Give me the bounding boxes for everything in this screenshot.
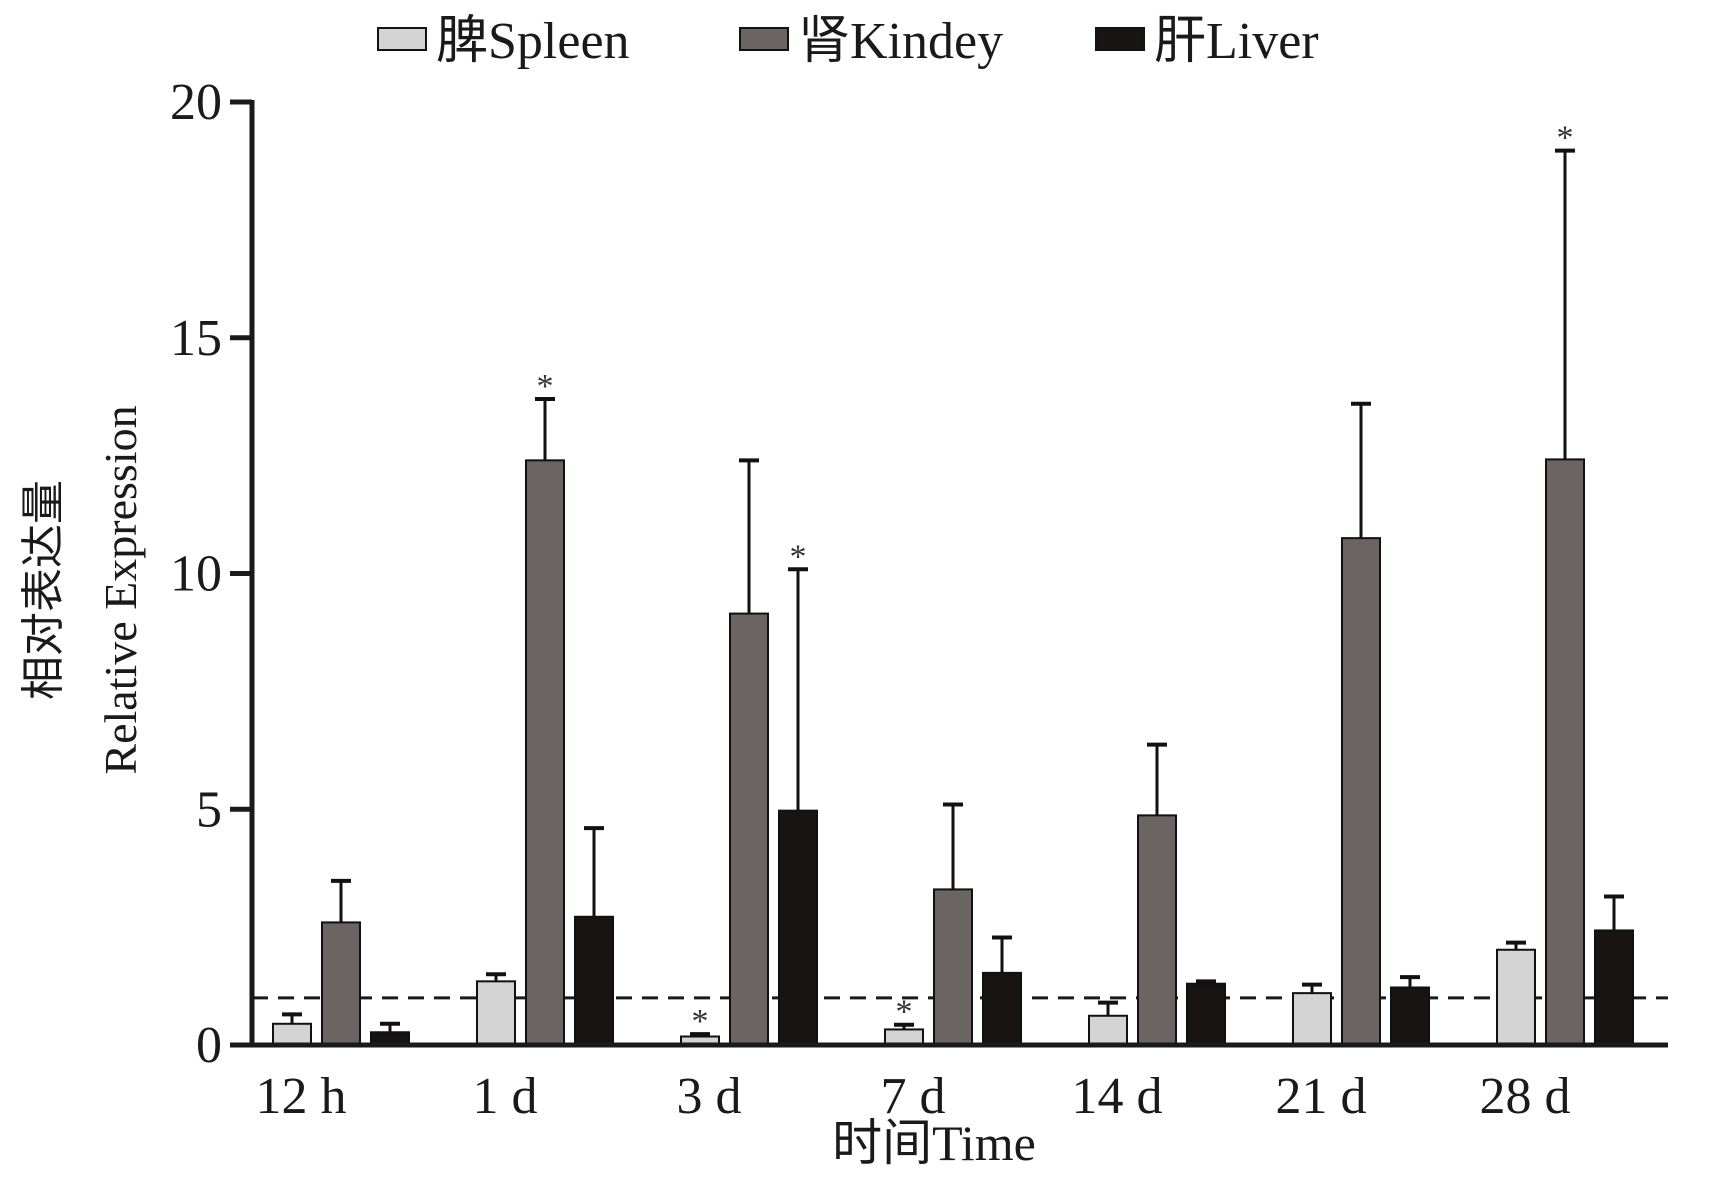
bar-spleen	[1496, 948, 1536, 1047]
y-tick-label: 5	[196, 781, 222, 838]
bar-kidney	[729, 612, 769, 1046]
y-tick-label: 10	[170, 546, 222, 603]
legend-label: 肝Liver	[1154, 13, 1319, 70]
x-tick-label: 3 d	[677, 1068, 742, 1125]
y-tick-label: 15	[170, 310, 222, 367]
legend: 脾Spleen 肾Kindey 肝Liver	[377, 13, 1319, 70]
y-axis-label: Relative Expression	[95, 405, 146, 774]
legend-swatch-spleen	[377, 27, 427, 51]
bar-liver	[1390, 986, 1430, 1046]
significance-marker: *	[1557, 120, 1574, 157]
y-tick-label: 0	[196, 1017, 222, 1074]
y-tick-label: 20	[170, 74, 222, 131]
bar-kidney	[1137, 814, 1177, 1047]
legend-swatch-kidney	[739, 27, 789, 51]
legend-label: 肾Kindey	[798, 13, 1003, 70]
bar-liver	[1594, 929, 1634, 1046]
x-tick-label: 21 d	[1276, 1068, 1367, 1125]
x-tick-label: 1 d	[473, 1068, 538, 1125]
significance-marker: *	[896, 994, 913, 1031]
significance-marker: *	[692, 1003, 709, 1040]
bar-kidney	[1341, 537, 1381, 1046]
y-axis: 0 5 10 15 20	[170, 74, 255, 1074]
bar-liver	[1186, 982, 1226, 1047]
x-tick-label: 12 h	[256, 1068, 347, 1125]
legend-label: 脾Spleen	[436, 13, 630, 70]
x-axis: 12 h 1 d 3 d 7 d 14 d 21 d 28 d	[250, 1042, 1668, 1125]
significance-marker: *	[537, 368, 554, 405]
bar-liver	[982, 971, 1022, 1046]
legend-swatch-liver	[1095, 27, 1145, 51]
y-axis-label-chinese: 相对表达量	[19, 480, 68, 700]
bar-kidney	[321, 921, 361, 1046]
x-tick-label: 7 d	[881, 1068, 946, 1125]
bar-liver	[574, 915, 614, 1047]
x-tick-label: 14 d	[1072, 1068, 1163, 1125]
bars: * * * * *	[272, 120, 1634, 1047]
x-axis-label: 时间Time	[832, 1115, 1036, 1171]
bar-spleen	[1292, 992, 1332, 1047]
bar-kidney	[1545, 458, 1585, 1047]
bar-kidney	[933, 888, 973, 1047]
bar-kidney	[525, 459, 565, 1046]
bar-spleen	[476, 980, 516, 1046]
significance-marker: *	[790, 538, 807, 575]
bar-liver	[778, 809, 818, 1046]
bar-spleen	[272, 1022, 312, 1046]
bar-spleen	[1088, 1014, 1128, 1047]
x-tick-label: 28 d	[1480, 1068, 1571, 1125]
